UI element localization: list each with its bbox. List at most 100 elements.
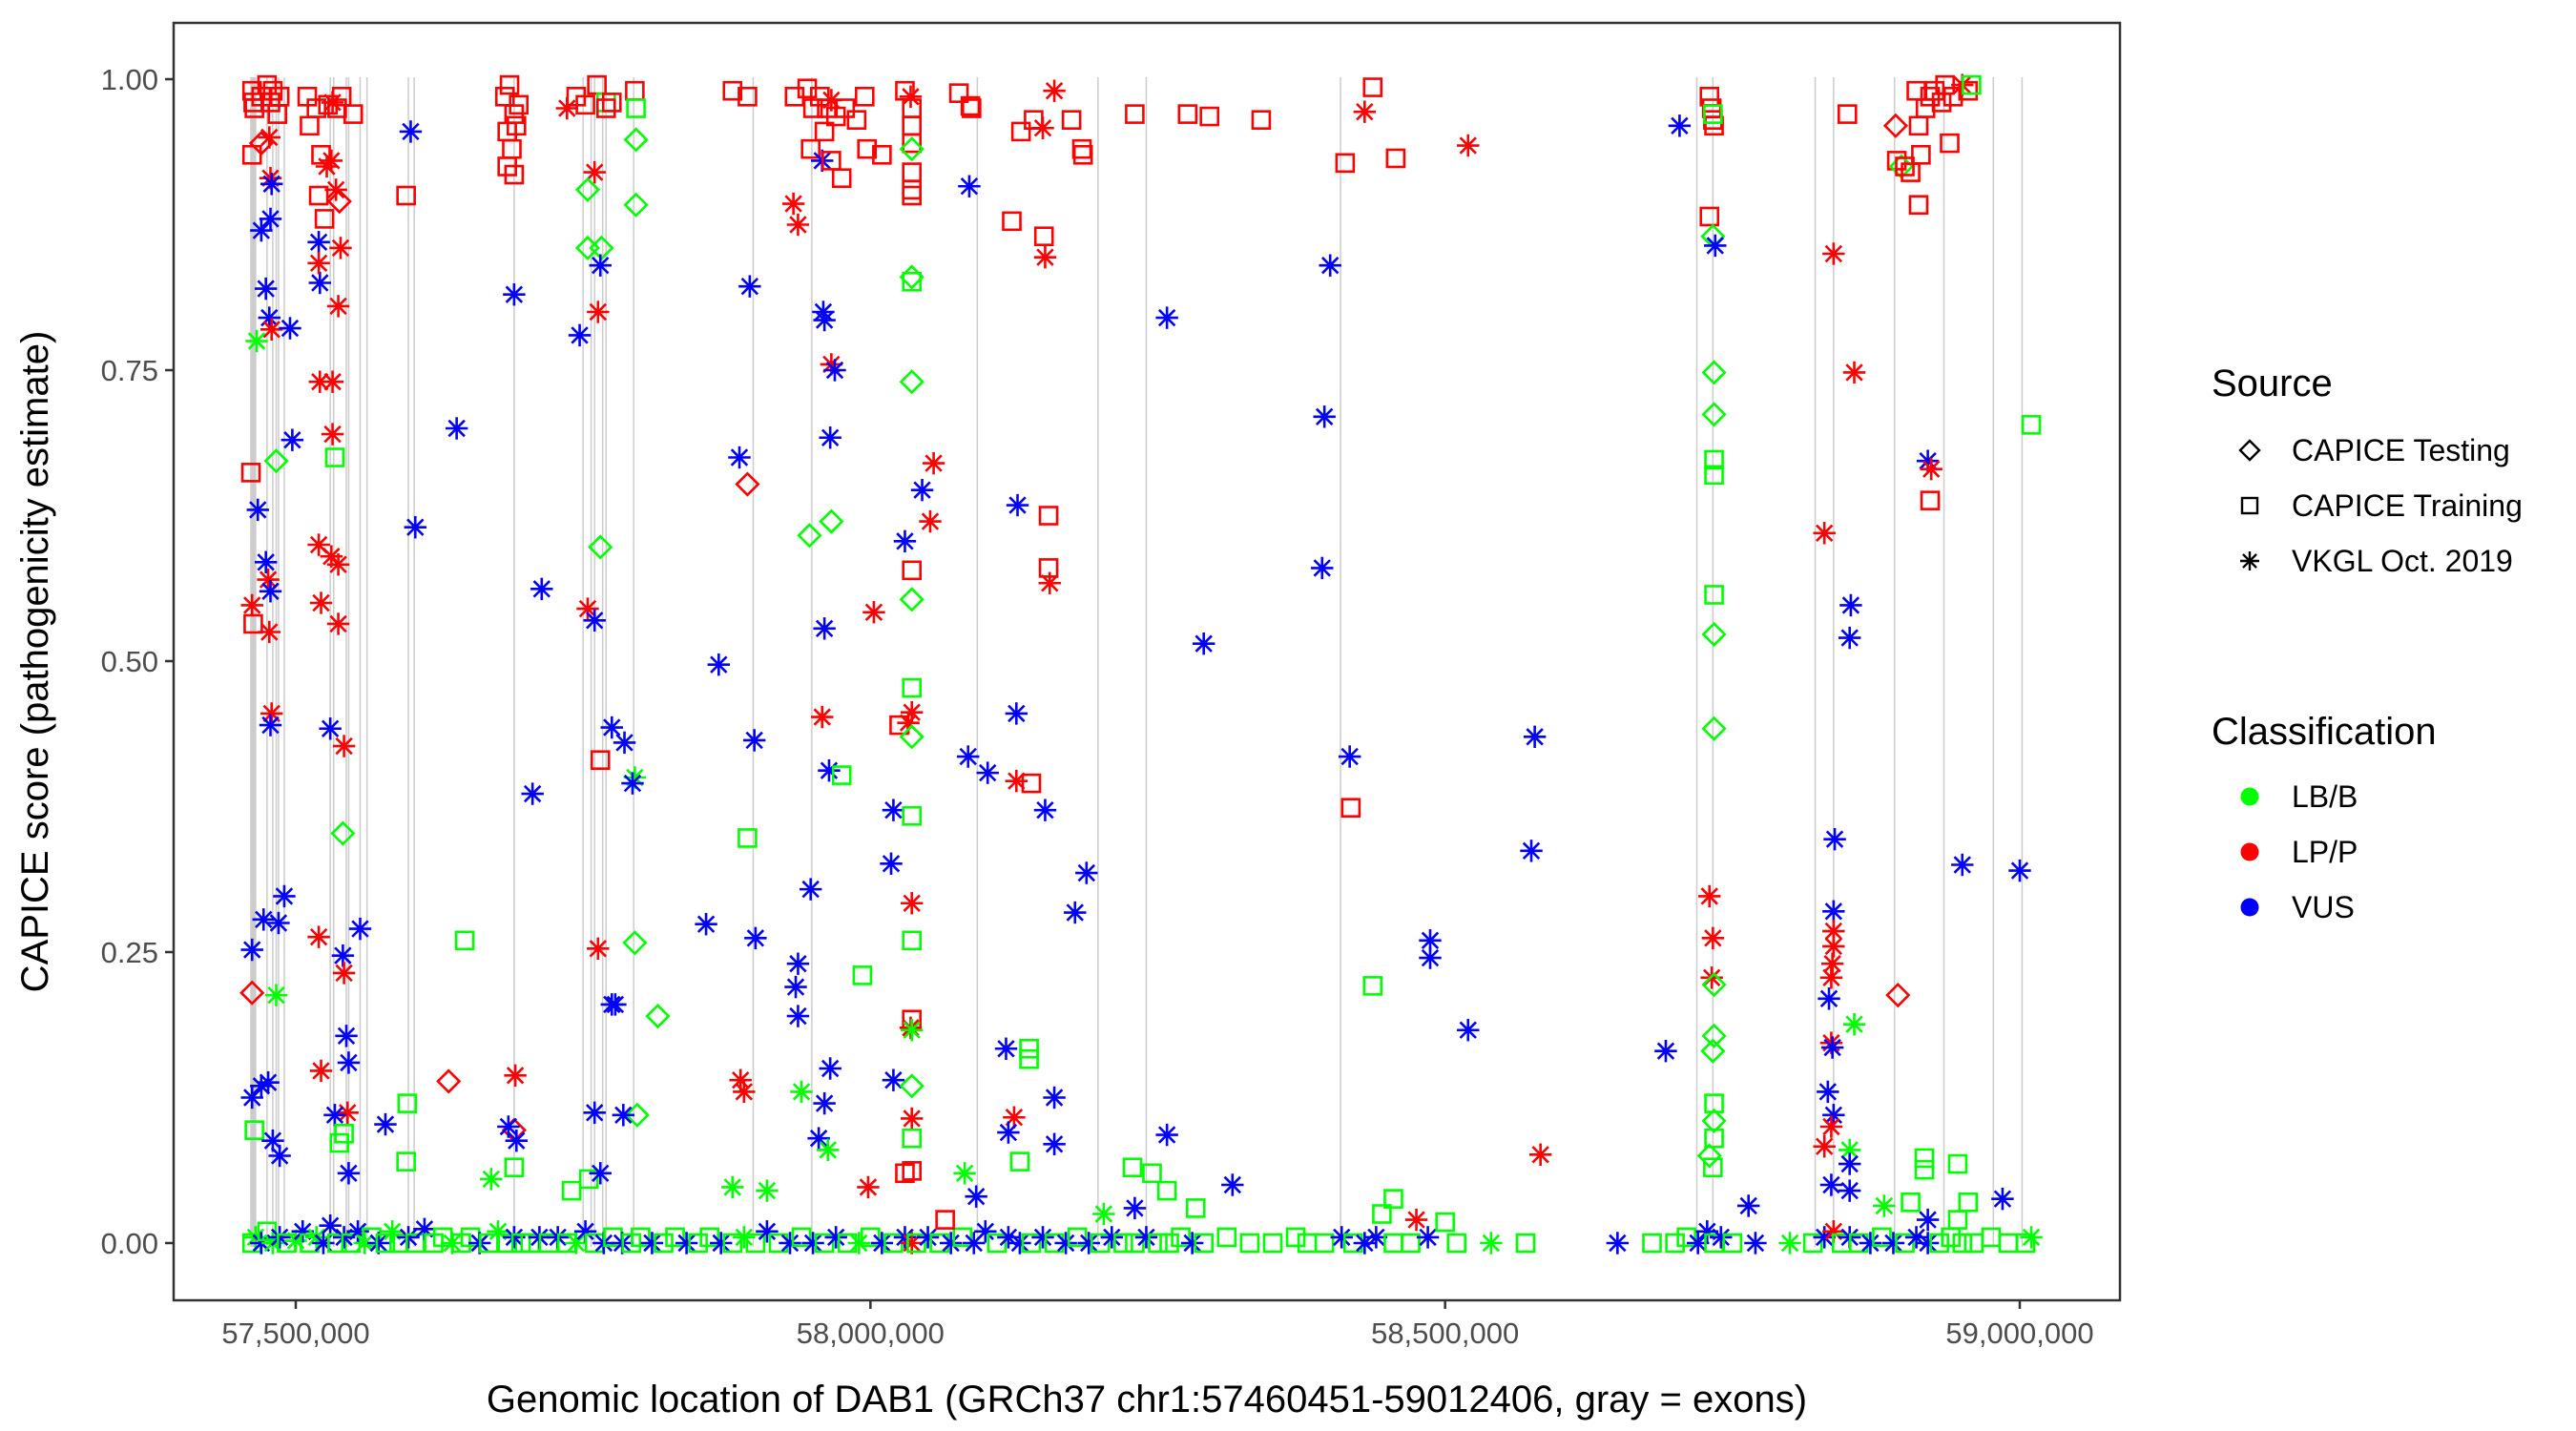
data-point-asterisk [576, 597, 599, 620]
data-point-asterisk [882, 1068, 905, 1091]
data-point-square [1383, 1233, 1403, 1254]
data-point-asterisk [786, 213, 810, 237]
data-point-square [1122, 1157, 1143, 1177]
data-point-diamond [1701, 360, 1727, 385]
data-point-asterisk [922, 451, 945, 475]
data-point-asterisk [530, 577, 553, 601]
diamond-icon [2238, 439, 2261, 462]
data-point-square [1515, 1233, 1536, 1254]
data-point-square [814, 1233, 835, 1254]
data-point-square [1009, 1151, 1030, 1172]
data-point-asterisk [521, 782, 544, 805]
data-point-square [861, 1227, 881, 1248]
data-point-square [1642, 1233, 1662, 1254]
data-point-asterisk [320, 149, 343, 173]
data-point-asterisk [264, 984, 288, 1006]
data-point-asterisk [824, 1226, 847, 1249]
data-point-square [509, 94, 530, 115]
data-point-diamond [622, 930, 648, 956]
dot-icon [2240, 787, 2259, 806]
data-point-diamond [1696, 1143, 1722, 1169]
data-point-asterisk [1668, 114, 1692, 137]
data-point-diamond [1701, 972, 1727, 998]
data-point-square [722, 80, 743, 101]
y-tick-label: 0.75 [101, 354, 158, 387]
data-point-asterisk [2020, 1226, 2043, 1249]
data-point-asterisk [280, 428, 304, 451]
data-point-asterisk [268, 1226, 291, 1249]
data-point-asterisk [504, 1064, 527, 1088]
data-point-square [902, 930, 923, 951]
data-point-square [1142, 1163, 1162, 1184]
data-point-asterisk [337, 1162, 361, 1185]
data-point-square [626, 98, 646, 118]
data-point-square [497, 1233, 517, 1254]
data-point-square [962, 98, 982, 118]
data-point-asterisk [587, 301, 610, 323]
data-point-diamond [624, 1102, 650, 1128]
data-point-asterisk [813, 617, 836, 640]
data-point-square [1090, 1233, 1111, 1254]
data-point-asterisk [738, 275, 761, 298]
data-point-asterisk [273, 884, 296, 908]
dot-icon [2240, 842, 2259, 861]
data-point-asterisk [818, 758, 841, 782]
data-point-asterisk [1736, 1194, 1760, 1217]
data-point-diamond [1882, 113, 1908, 138]
data-point-square [902, 271, 923, 292]
data-point-diamond [248, 131, 274, 156]
data-point-asterisk [640, 1232, 664, 1255]
data-point-asterisk [1881, 1232, 1905, 1255]
legend-classification-title: Classification [2212, 711, 2437, 753]
data-point-square [561, 1180, 582, 1201]
data-point-square [872, 145, 892, 165]
data-point-asterisk [319, 717, 342, 740]
data-point-diamond [899, 136, 924, 162]
data-point-asterisk [781, 192, 805, 216]
data-point-square [1335, 153, 1356, 174]
data-point-asterisk [847, 1232, 870, 1255]
data-point-square [1703, 104, 1723, 124]
data-point-square [737, 87, 758, 107]
data-point-asterisk [784, 975, 807, 999]
legend-item-asterisk: VKGL Oct. 2019 [2240, 544, 2513, 578]
data-point-asterisk [801, 1232, 824, 1255]
data-point-asterisk [1839, 1152, 1861, 1175]
data-point-square [2015, 1233, 2036, 1254]
data-point-diamond [1701, 1023, 1727, 1048]
data-point-square [1704, 115, 1724, 136]
data-point-square [1704, 465, 1724, 486]
data-point-asterisk [323, 1104, 346, 1127]
data-point-asterisk [997, 1121, 1020, 1144]
data-point-diamond [1701, 716, 1727, 741]
data-point-asterisk [613, 731, 636, 755]
data-point-asterisk [1523, 725, 1547, 748]
data-point-asterisk [1006, 493, 1029, 517]
data-point-asterisk [258, 620, 280, 644]
data-point-square [1125, 104, 1145, 124]
data-point-asterisk [1416, 1226, 1440, 1249]
data-point-asterisk [257, 1070, 280, 1094]
data-point-square [831, 765, 852, 785]
data-point-asterisk [583, 1101, 606, 1125]
x-tick-label: 59,000,000 [1945, 1317, 2093, 1350]
y-tick-label: 0.25 [101, 936, 158, 969]
legend: Source Classification CAPICE Testing CAPI… [2212, 363, 2523, 924]
data-point-asterisk [259, 580, 282, 603]
exon-lines [250, 77, 2024, 1247]
data-point-asterisk [1654, 1040, 1677, 1063]
data-point-asterisk [309, 591, 333, 614]
data-point-square [1362, 976, 1383, 996]
data-point-asterisk [397, 1226, 420, 1249]
data-point-asterisk [811, 705, 834, 729]
data-point-asterisk [710, 1232, 733, 1255]
data-point-asterisk [1457, 134, 1480, 157]
data-point-square [300, 115, 320, 136]
data-point-square [1002, 211, 1022, 232]
data-point-square [575, 94, 595, 115]
data-point-square [902, 185, 923, 206]
data-point-diamond [1885, 983, 1911, 1008]
data-point-asterisk [307, 252, 330, 275]
data-point-diamond [1700, 1038, 1726, 1064]
data-point-asterisk [1701, 926, 1725, 950]
